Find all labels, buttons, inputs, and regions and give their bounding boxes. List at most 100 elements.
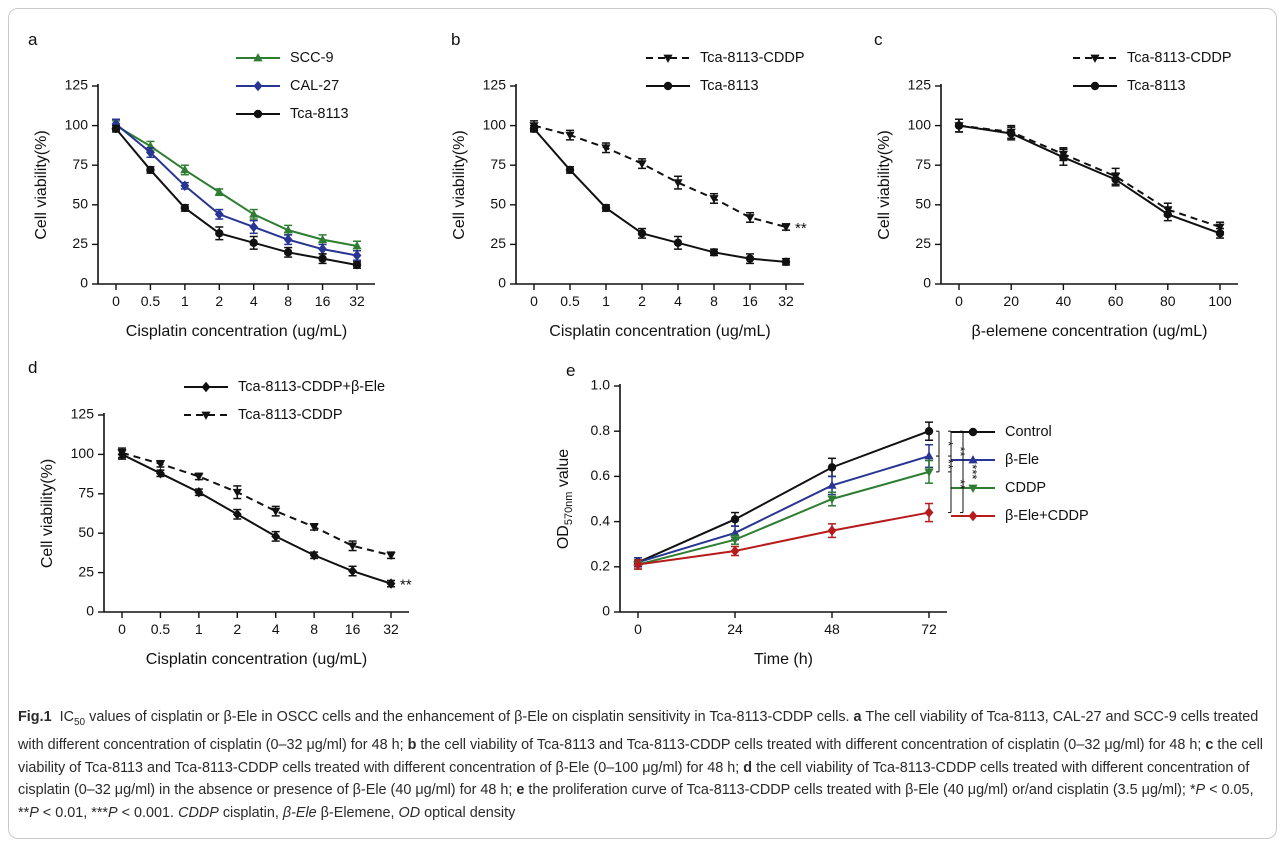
data-point xyxy=(924,451,934,460)
y-tick-label: 100 xyxy=(908,116,932,132)
y-tick-label: 50 xyxy=(78,524,94,540)
series-Control xyxy=(633,421,934,568)
data-point xyxy=(309,550,319,561)
legend-label: β-Ele xyxy=(1005,452,1039,468)
bracket-stars: ** xyxy=(941,459,956,469)
x-axis-label: β-elemene concentration (ug/mL) xyxy=(972,323,1208,340)
series-line xyxy=(637,511,930,566)
data-point xyxy=(146,147,155,158)
data-point xyxy=(601,144,611,153)
x-axis-label: Cisplatin concentration (ug/mL) xyxy=(126,323,347,340)
x-tick-label: 8 xyxy=(284,293,292,309)
y-tick-label: 100 xyxy=(483,116,507,132)
caption-ic-subscript: 50 xyxy=(74,716,86,728)
data-point xyxy=(827,463,837,472)
series-line xyxy=(637,455,930,564)
x-tick-label: 48 xyxy=(824,621,840,637)
y-tick-label: 0 xyxy=(923,275,931,291)
data-point xyxy=(601,203,611,213)
series-Tca-8113-CDDP xyxy=(954,118,1225,233)
data-point xyxy=(352,260,362,270)
data-point xyxy=(1215,223,1225,232)
legend-marker xyxy=(663,54,673,63)
y-tick-label: 25 xyxy=(490,235,506,251)
data-point xyxy=(249,238,258,248)
series-Tca-8113-CDDP+β-Ele xyxy=(117,448,396,589)
legend-label: CAL-27 xyxy=(290,78,339,94)
data-point xyxy=(271,531,281,542)
y-axis-label: OD570nm value xyxy=(555,449,575,549)
x-tick-label: 8 xyxy=(710,293,718,309)
legend-marker xyxy=(201,381,211,393)
data-point xyxy=(730,528,740,537)
series-line xyxy=(958,124,1221,228)
caption-p1-value: < 0.05, xyxy=(1205,782,1254,799)
legend-marker xyxy=(253,109,263,119)
data-point xyxy=(633,559,643,570)
caption-p2-p: P xyxy=(29,804,39,821)
data-point xyxy=(637,229,647,238)
series-Tca-8113-CDDP xyxy=(529,120,791,232)
caption-p2-stars: ** xyxy=(18,804,30,821)
legend-label: Tca-8113 xyxy=(700,78,759,94)
series-line xyxy=(637,470,930,566)
x-tick-label: 8 xyxy=(310,621,318,637)
x-tick-label: 0.5 xyxy=(141,293,161,309)
data-point xyxy=(180,180,190,192)
bracket-stars: *** xyxy=(965,464,980,479)
panel-letter-d: d xyxy=(28,358,37,377)
y-axis-label-tail: value xyxy=(555,449,572,492)
y-tick-label: 0.6 xyxy=(591,467,611,483)
legend: Tca-8113-CDDP Tca-8113 xyxy=(646,50,805,94)
caption-p3-stars: *** xyxy=(91,804,109,821)
legend-marker xyxy=(968,510,978,522)
data-point xyxy=(180,203,190,213)
data-point xyxy=(214,187,224,196)
legend-marker xyxy=(968,427,978,437)
legend-label: β-Ele+CDDP xyxy=(1005,508,1089,524)
y-tick-label: 75 xyxy=(490,156,506,172)
panel-b: b 0 25 50 75 100 125 0 0.5 1 2 4 8 16 32 Cisplatin conc… xyxy=(451,30,807,340)
data-point xyxy=(781,223,791,232)
data-point xyxy=(111,118,121,130)
caption-p1-stars: * xyxy=(1189,782,1196,799)
data-point xyxy=(637,160,647,169)
data-point xyxy=(318,254,327,263)
data-point xyxy=(730,515,740,524)
legend-marker xyxy=(663,81,673,91)
data-point xyxy=(1007,129,1016,138)
data-point xyxy=(309,523,319,532)
legend-label: Tca-8113 xyxy=(290,106,349,122)
y-tick-label: 0 xyxy=(80,275,88,291)
x-tick-label: 2 xyxy=(233,621,241,637)
legend-label: Tca-8113-CDDP+β-Ele xyxy=(238,379,385,395)
data-point xyxy=(745,214,755,223)
figure-frame xyxy=(8,8,1277,839)
data-point xyxy=(709,195,719,204)
data-point xyxy=(924,468,934,477)
y-axis-label: Cell viability(%) xyxy=(451,130,468,239)
x-tick-label: 60 xyxy=(1108,293,1124,309)
data-point xyxy=(347,542,358,551)
legend-marker xyxy=(968,484,978,493)
series-line xyxy=(958,124,1221,235)
caption-text-d: the cell viability of Tca-8113-CDDP cell… xyxy=(18,759,1250,799)
legend: Tca-8113-CDDP+β-Ele Tca-8113-CDDP xyxy=(184,379,385,423)
data-point xyxy=(730,545,740,557)
caption-abbr-cddp-def: cisplatin, xyxy=(218,804,283,821)
series-line xyxy=(115,124,358,247)
y-tick-label: 125 xyxy=(483,77,507,93)
x-tick-label: 4 xyxy=(674,293,682,309)
x-tick-label: 0 xyxy=(118,621,126,637)
data-point xyxy=(386,578,396,589)
x-tick-label: 4 xyxy=(272,621,280,637)
series-Tca-8113 xyxy=(111,124,362,270)
legend-label: Tca-8113-CDDP xyxy=(1127,50,1232,66)
data-point xyxy=(232,509,242,520)
caption-ic: IC xyxy=(59,709,74,725)
data-point xyxy=(673,238,683,248)
panel-e: e 0 0.2 0.4 0.6 0.8 1.0 0 24 48 72 Time (h) OD570nm … xyxy=(555,361,1089,668)
x-tick-label: 32 xyxy=(778,293,794,309)
